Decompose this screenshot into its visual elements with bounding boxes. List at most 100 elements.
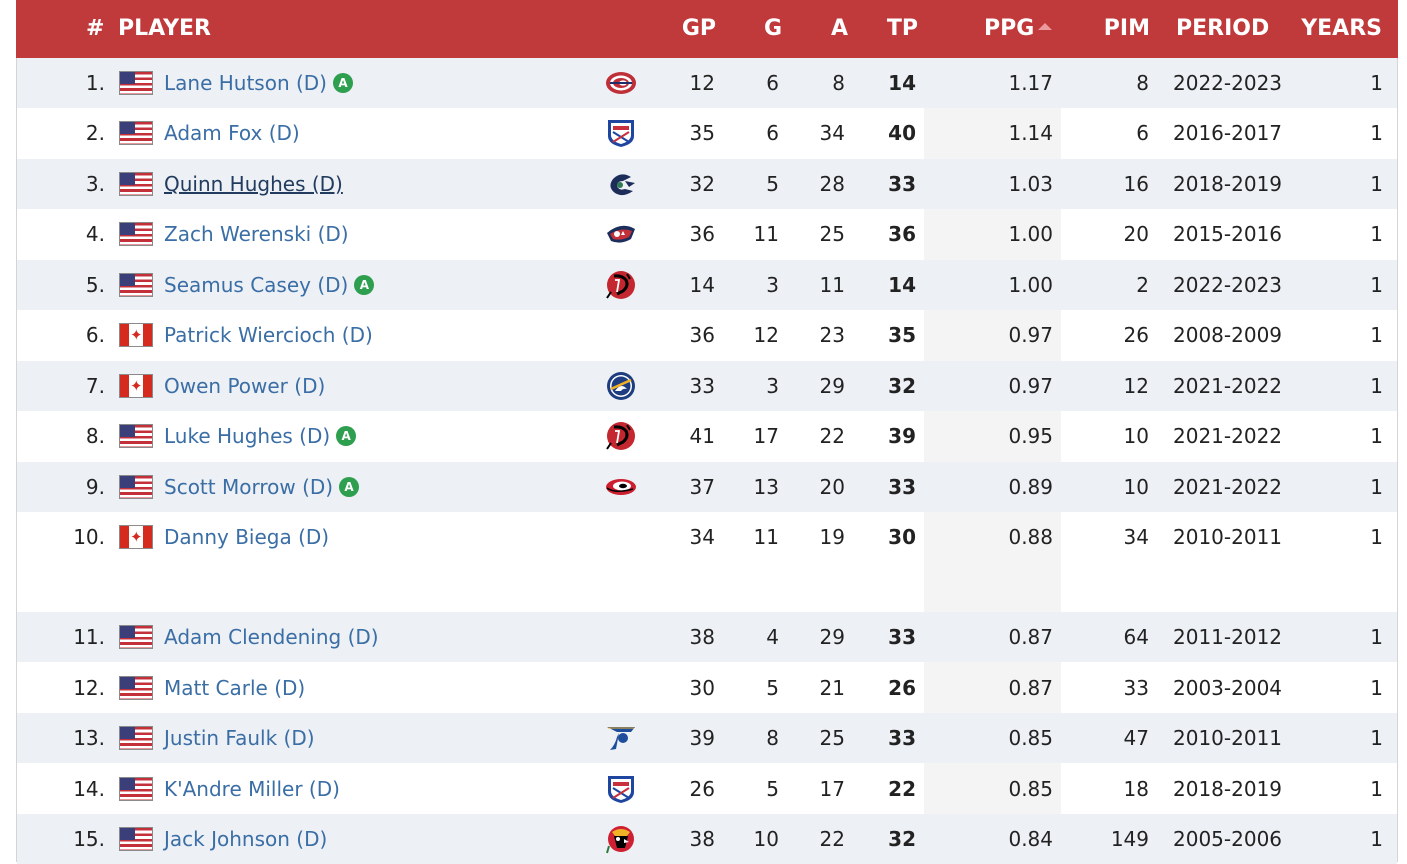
- gp-value: 36: [689, 222, 715, 246]
- table-row[interactable]: 5. Seamus Casey (D) A 14 3 11 14 1.00 2 2022-2023…: [17, 260, 1397, 310]
- usa-flag-icon: [119, 172, 153, 196]
- ppg-value: 0.84: [1008, 827, 1053, 851]
- player-link[interactable]: Owen Power (D): [164, 374, 326, 398]
- usa-flag-icon: [119, 121, 153, 145]
- tp-value: 14: [888, 273, 916, 297]
- years-value: 1: [1370, 71, 1383, 95]
- player-cell: Luke Hughes (D) A: [164, 411, 357, 461]
- new-jersey-devils-logo-icon[interactable]: [605, 421, 637, 451]
- column-header-g[interactable]: G: [763, 16, 782, 41]
- gp-value: 37: [689, 475, 715, 499]
- years-value: 1: [1370, 676, 1383, 700]
- rank: 10.: [73, 525, 105, 549]
- gp-value: 12: [689, 71, 715, 95]
- g-value: 3: [766, 273, 779, 297]
- table-row[interactable]: 2. Adam Fox (D) 35 6 34 40 1.14 6 2016-2017 1: [17, 108, 1397, 158]
- alternate-captain-badge: A: [333, 72, 353, 93]
- gp-value: 33: [689, 374, 715, 398]
- vancouver-canucks-logo-icon[interactable]: [605, 169, 637, 199]
- ppg-value: 0.85: [1008, 777, 1053, 801]
- table-row[interactable]: 13. Justin Faulk (D) 39 8 25 33 0.85 47 2010-201…: [17, 713, 1397, 763]
- player-link[interactable]: Matt Carle (D): [164, 676, 306, 700]
- table-row[interactable]: 3. Quinn Hughes (D) 32 5 28 33 1.03 16 2018-2019…: [17, 159, 1397, 209]
- player-link[interactable]: Quinn Hughes (D): [164, 172, 343, 196]
- chicago-blackhawks-logo-icon[interactable]: [605, 824, 637, 854]
- period-value: 2021-2022: [1173, 374, 1283, 398]
- table-row[interactable]: 14. K'Andre Miller (D) 26 5 17 22 0.85 18 2018-2…: [17, 764, 1397, 814]
- table-row[interactable]: 8. Luke Hughes (D) A 41 17 22 39 0.95 10 2021-202…: [17, 411, 1397, 461]
- player-link[interactable]: Seamus Casey (D): [164, 273, 349, 297]
- column-header-player[interactable]: PLAYER: [118, 16, 211, 41]
- column-header-pim[interactable]: PIM: [1103, 16, 1150, 41]
- player-cell: Adam Clendening (D): [164, 612, 379, 662]
- table-row[interactable]: 12. Matt Carle (D) 30 5 21 26 0.87 33 2003-2004 1: [17, 663, 1397, 713]
- player-link[interactable]: Luke Hughes (D): [164, 424, 331, 448]
- player-link[interactable]: Jack Johnson (D): [164, 827, 328, 851]
- g-value: 8: [766, 726, 779, 750]
- column-header-years[interactable]: YEARS: [1301, 16, 1382, 41]
- column-header-gp[interactable]: GP: [681, 16, 716, 41]
- years-value: 1: [1370, 475, 1383, 499]
- g-value: 5: [766, 172, 779, 196]
- table-row[interactable]: 1. Lane Hutson (D) A 12 6 8 14 1.17 8 2022-2023 1: [17, 58, 1397, 108]
- table-row[interactable]: 15. Jack Johnson (D) 38 10 22 32 0.84 149 2005-2…: [17, 814, 1397, 864]
- pim-value: 6: [1136, 121, 1149, 145]
- pim-value: 47: [1123, 726, 1149, 750]
- tp-value: 14: [888, 71, 916, 95]
- table-row[interactable]: 6. Patrick Wiercioch (D) 36 12 23 35 0.97 26 200…: [17, 310, 1397, 360]
- player-cell: Owen Power (D): [164, 361, 325, 411]
- player-link[interactable]: K'Andre Miller (D): [164, 777, 340, 801]
- usa-flag-icon: [119, 777, 153, 801]
- new-jersey-devils-logo-icon[interactable]: [605, 270, 637, 300]
- new-york-rangers-logo-icon[interactable]: [605, 118, 637, 148]
- st-louis-blues-logo-icon[interactable]: [605, 723, 637, 753]
- rank: 8.: [85, 424, 105, 448]
- new-york-rangers-logo-icon[interactable]: [605, 774, 637, 804]
- usa-flag-icon: [119, 424, 153, 448]
- period-value: 2015-2016: [1173, 222, 1283, 246]
- table-body: 1. Lane Hutson (D) A 12 6 8 14 1.17 8 2022-2023 1 2…: [16, 58, 1398, 864]
- player-link[interactable]: Justin Faulk (D): [164, 726, 315, 750]
- carolina-hurricanes-logo-icon[interactable]: [605, 472, 637, 502]
- table-row[interactable]: 9. Scott Morrow (D) A 37 13 20 33 0.89 10 2021-20…: [17, 462, 1397, 512]
- player-link[interactable]: Lane Hutson (D): [164, 71, 327, 95]
- columbus-blue-jackets-logo-icon[interactable]: [605, 219, 637, 249]
- column-header-ppg[interactable]: PPG: [984, 0, 1053, 58]
- years-value: 1: [1370, 374, 1383, 398]
- column-header-rank[interactable]: #: [86, 16, 105, 41]
- rank: 15.: [73, 827, 105, 851]
- years-value: 1: [1370, 424, 1383, 448]
- column-header-period[interactable]: PERIOD: [1176, 16, 1270, 41]
- tp-value: 33: [888, 475, 916, 499]
- player-cell: Danny Biega (D): [164, 512, 329, 562]
- player-link[interactable]: Scott Morrow (D): [164, 475, 334, 499]
- gp-value: 26: [689, 777, 715, 801]
- player-link[interactable]: Patrick Wiercioch (D): [164, 323, 373, 347]
- period-value: 2021-2022: [1173, 424, 1283, 448]
- table-row[interactable]: 10. Danny Biega (D) 34 11 19 30 0.88 34 2010-201…: [17, 512, 1397, 612]
- buffalo-sabres-logo-icon[interactable]: [605, 371, 637, 401]
- column-header-a[interactable]: A: [830, 16, 848, 41]
- pim-value: 8: [1136, 71, 1149, 95]
- pim-value: 12: [1123, 374, 1149, 398]
- rank: 2.: [85, 121, 105, 145]
- tp-value: 32: [888, 827, 916, 851]
- montreal-canadiens-logo-icon[interactable]: [605, 68, 637, 98]
- g-value: 5: [766, 676, 779, 700]
- player-link[interactable]: Adam Clendening (D): [164, 625, 379, 649]
- player-link[interactable]: Danny Biega (D): [164, 525, 330, 549]
- player-link[interactable]: Adam Fox (D): [164, 121, 300, 145]
- g-value: 4: [766, 625, 779, 649]
- table-row[interactable]: 11. Adam Clendening (D) 38 4 29 33 0.87 64 2011-…: [17, 612, 1397, 662]
- column-header-tp[interactable]: TP: [886, 16, 918, 41]
- player-link[interactable]: Zach Werenski (D): [164, 222, 349, 246]
- ppg-value: 0.95: [1008, 424, 1053, 448]
- years-value: 1: [1370, 222, 1383, 246]
- rank: 6.: [85, 323, 105, 347]
- player-cell: Zach Werenski (D): [164, 209, 349, 259]
- alternate-captain-badge: A: [336, 425, 357, 446]
- table-row[interactable]: 4. Zach Werenski (D) 36 11 25 36 1.00 20 2015-20…: [17, 209, 1397, 259]
- g-value: 3: [766, 374, 779, 398]
- alternate-captain-badge: A: [354, 274, 375, 295]
